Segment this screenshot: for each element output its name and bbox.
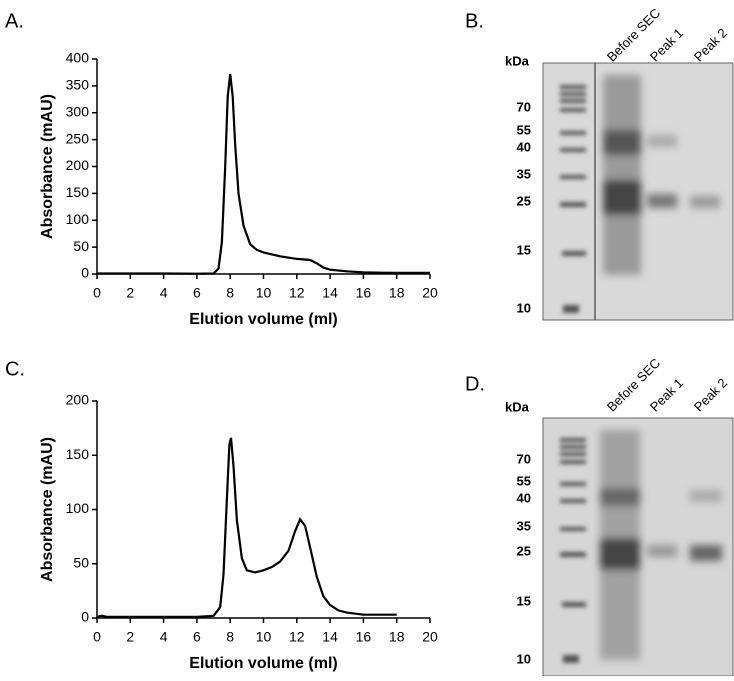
marker-label: 35 [517,518,531,533]
x-tick-label: 10 [256,285,272,301]
panel-label: A. [5,10,24,32]
y-tick-label: 0 [81,265,89,281]
chromatogram-line [97,73,430,275]
y-axis-title: Absorbance (mAU) [39,437,56,582]
y-axis-title: Absorbance (mAU) [39,94,56,239]
marker-label: 70 [517,99,531,114]
y-tick-label: 150 [66,184,90,200]
y-tick-label: 350 [66,77,90,93]
x-tick-label: 8 [226,629,234,645]
x-tick-label: 16 [356,285,372,301]
x-tick-label: 0 [93,629,101,645]
y-tick-label: 300 [66,103,90,119]
marker-label: 40 [517,490,531,505]
x-tick-label: 20 [422,629,438,645]
panel-label: C. [5,358,25,380]
unit-label: kDa [505,399,530,414]
lane-label: Peak 1 [647,25,686,64]
x-tick-label: 12 [289,629,305,645]
panel-label: D. [465,373,485,395]
x-tick-label: 2 [126,629,134,645]
x-axis-title: Elution volume (ml) [189,311,337,328]
marker-label: 15 [517,242,531,257]
marker-label: 70 [517,451,531,466]
x-tick-label: 12 [289,285,305,301]
lane-label: Peak 2 [691,375,730,414]
gel-image [542,417,734,677]
y-tick-label: 150 [66,446,90,462]
x-tick-label: 6 [193,285,201,301]
y-tick-label: 50 [73,238,89,254]
chromatogram-line [96,437,397,618]
x-tick-label: 4 [160,629,168,645]
y-tick-label: 0 [81,609,89,625]
lane-label: Peak 1 [647,375,686,414]
x-tick-label: 14 [322,285,338,301]
y-tick-label: 200 [66,157,90,173]
x-tick-label: 2 [126,285,134,301]
y-tick-label: 200 [66,392,90,408]
marker-label: 40 [517,139,531,154]
x-tick-label: 10 [256,629,272,645]
y-tick-label: 400 [66,50,90,66]
x-tick-label: 6 [193,629,201,645]
x-tick-label: 16 [356,629,372,645]
marker-label: 35 [517,166,531,181]
y-tick-label: 250 [66,130,90,146]
y-tick-label: 100 [66,211,90,227]
marker-label: 10 [517,651,531,666]
marker-label: 15 [517,593,531,608]
x-tick-label: 18 [389,285,405,301]
y-tick-label: 50 [73,554,89,570]
marker-label: 25 [517,193,531,208]
marker-label: 10 [517,300,531,315]
unit-label: kDa [505,53,530,68]
marker-label: 55 [517,122,531,137]
x-tick-label: 20 [422,285,438,301]
x-tick-label: 0 [93,285,101,301]
x-tick-label: 4 [160,285,168,301]
gel-image [542,62,734,321]
marker-label: 55 [517,473,531,488]
x-axis-title: Elution volume (ml) [189,655,337,672]
marker-label: 25 [517,543,531,558]
x-tick-label: 18 [389,629,405,645]
lane-label: Peak 2 [691,25,730,64]
x-tick-label: 8 [226,285,234,301]
x-tick-label: 14 [322,629,338,645]
panel-label: B. [465,10,484,32]
y-tick-label: 100 [66,500,90,516]
